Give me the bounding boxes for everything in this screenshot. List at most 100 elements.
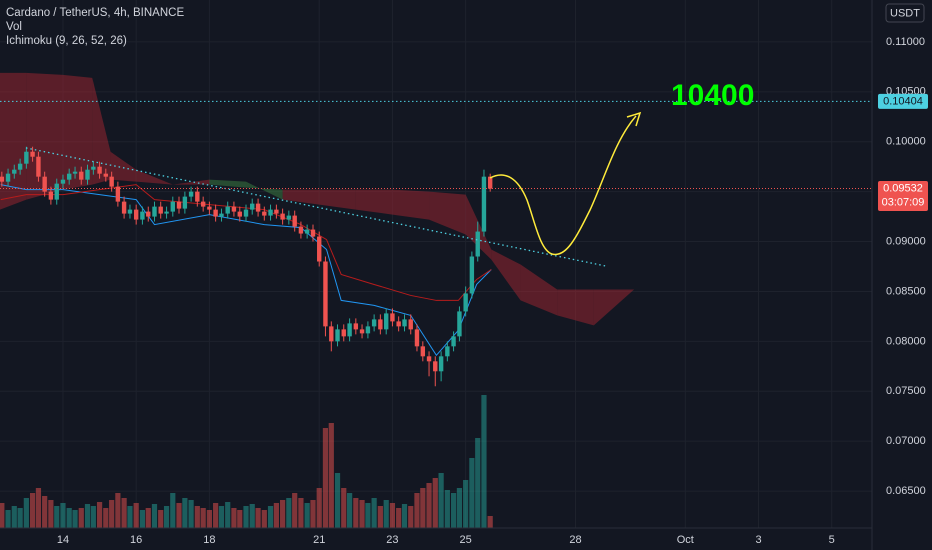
x-tick-label: 14 [57,534,69,546]
currency-box[interactable] [885,3,925,23]
candle-body [384,313,389,330]
candle-body [469,256,475,294]
volume-bar [438,473,444,528]
cloud-segment [209,179,247,188]
candle-body [310,229,316,237]
candle-body [304,229,310,234]
candle-body [487,176,493,189]
candle-body [255,203,261,212]
volume-bar [54,506,60,528]
volume-bar [420,488,426,528]
volume-bar [213,503,219,528]
volume-bar [151,504,158,528]
volume-bar [273,503,279,528]
volume-bar [78,508,84,528]
candle-body [225,206,230,214]
volume-bar [396,508,402,528]
candle-body [250,203,255,210]
candle-body [121,201,127,214]
candle-body [72,171,78,174]
volume-bar [328,423,334,528]
candle-body [200,201,206,207]
volume-bar [0,503,5,528]
candle-body [146,211,151,217]
candle-body [451,336,456,347]
volume-bar [261,510,267,528]
candle-body [463,293,468,312]
x-tick-label: 28 [569,534,581,546]
countdown-label: 03:07:09 [882,196,925,208]
candle-body [66,173,72,180]
volume-bar [456,488,463,528]
currency-label[interactable]: USDT [890,7,920,19]
candle-body [286,215,292,220]
volume-bar [103,508,109,528]
volume-bar [5,510,11,528]
candle-body [420,346,426,357]
x-tick-label: 21 [313,534,325,546]
volume-bar [11,506,17,528]
candle-body [353,323,359,330]
candle-body [170,201,175,212]
cloud-segment [491,249,521,301]
candle-body [48,191,54,200]
y-tick-label: 0.11000 [886,36,925,48]
x-tick-label: 16 [130,534,142,546]
volume-bar [383,500,389,528]
volume-bar [163,506,170,528]
volume-bar [182,498,188,528]
candle-body [280,213,285,220]
candle-body [219,213,224,217]
cloud-segment [26,72,63,200]
cloud-segment [355,189,393,215]
cloud-segment [62,74,93,190]
indicator-label: Vol [6,21,22,33]
candle-body [371,319,377,327]
volume-bar [115,493,121,528]
candle-body [396,321,401,327]
volume-bar [353,498,359,528]
candle-body [91,166,96,170]
x-tick-label: 25 [460,534,472,546]
candle-body [60,179,66,184]
volume-bar [127,506,133,528]
volume-bar [389,503,396,528]
volume-bar [35,488,42,528]
annotation-text: 10400 [671,79,754,112]
cloud-segment [172,179,210,185]
volume-bar [218,506,225,528]
volume-bar [145,508,151,528]
volume-bar [249,504,255,528]
candle-body [378,319,383,330]
volume-bar [359,500,365,528]
volume-bar [176,503,182,528]
candle-body [140,211,145,220]
candle-body [390,313,395,322]
candle-body [97,166,102,174]
candle-body [323,261,328,327]
cloud-segment [282,189,320,205]
projection-curve [489,115,637,256]
price-axis-bg [872,0,932,550]
candle-body [262,211,267,216]
volume-bar [133,503,139,528]
volume-bar [310,500,316,528]
candle-body [317,236,322,262]
x-tick-label: Oct [677,534,694,546]
volume-bar [66,508,72,528]
y-tick-label: 0.08000 [886,335,926,347]
volume-bar [481,395,487,528]
volume-bar [84,504,91,528]
cloud-segment [593,289,635,326]
cloud-segment [319,189,356,210]
volume-bar [206,510,212,528]
volume-bar [408,506,414,528]
candle-body [438,356,444,372]
chart-title: Cardano / TetherUS, 4h, BINANCE [6,7,184,19]
candle-body [207,206,212,210]
volume-bar [200,508,206,528]
y-tick-label: 0.07500 [886,385,926,397]
candle-body [433,361,438,372]
volume-bar [267,506,274,528]
candle-body [414,329,420,347]
